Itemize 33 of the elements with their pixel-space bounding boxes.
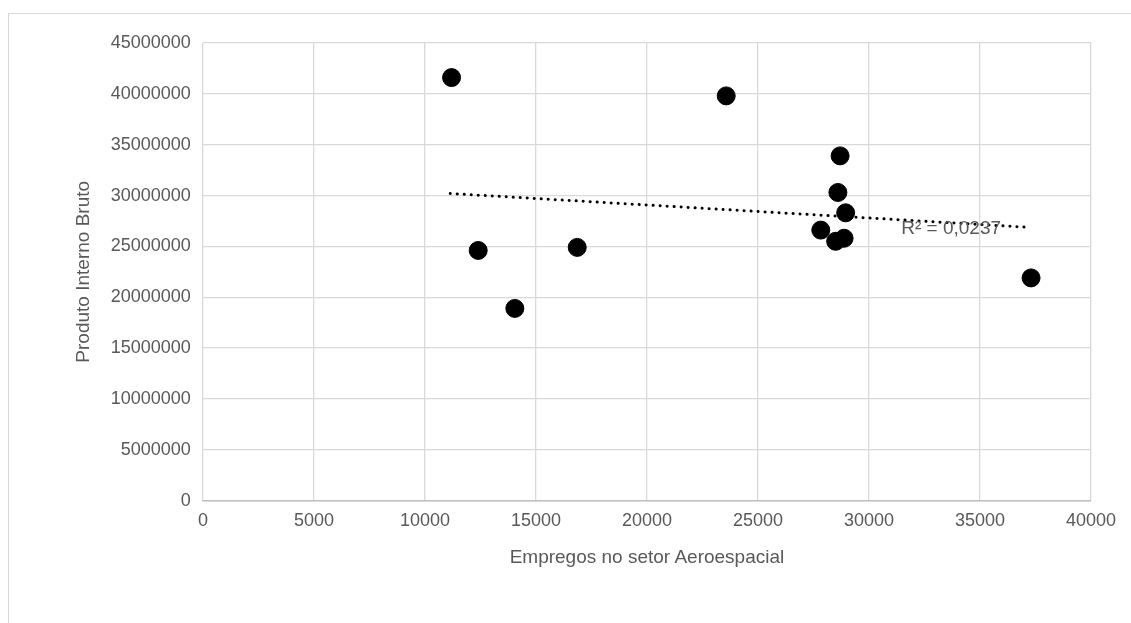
x-tick-label: 15000 (510, 510, 561, 531)
x-tick-label: 5000 (293, 510, 334, 531)
point (716, 86, 736, 106)
y-tick-label: 0 (180, 489, 191, 510)
x-tick-label: 35000 (954, 510, 1006, 531)
x-tick-label: 40000 (1065, 510, 1117, 531)
point (442, 68, 462, 88)
y-tick-label: 45000000 (110, 31, 191, 52)
y-tick-label: 35000000 (110, 133, 191, 154)
x-tick-label: 10000 (399, 510, 450, 531)
x-tick-label: 25000 (732, 510, 783, 531)
y-tick-label: 10000000 (110, 387, 191, 408)
x-tick-label: 20000 (621, 510, 672, 531)
point (830, 146, 850, 166)
point (468, 240, 488, 260)
point (834, 228, 854, 248)
y-tick-label: 15000000 (110, 337, 191, 358)
point (811, 220, 831, 240)
point (1021, 268, 1041, 288)
y-tick-label: 30000000 (110, 184, 191, 205)
y-tick-label: 5000000 (120, 438, 191, 459)
x-tick-label: 30000 (843, 510, 894, 531)
y-tick-label: 20000000 (110, 286, 191, 307)
point (828, 182, 848, 202)
y-tick-label: 25000000 (110, 235, 191, 256)
point (836, 203, 856, 223)
point (505, 298, 525, 318)
x-axis-title: Empregos no setor Aeroespacial (509, 545, 785, 567)
x-tick-label: 0 (197, 510, 208, 531)
annotation: R² = 0,0237 (901, 217, 1002, 239)
point (567, 237, 587, 257)
y-tick-label: 40000000 (110, 82, 191, 103)
y-axis-title: Produto Interno Bruto (71, 180, 93, 363)
